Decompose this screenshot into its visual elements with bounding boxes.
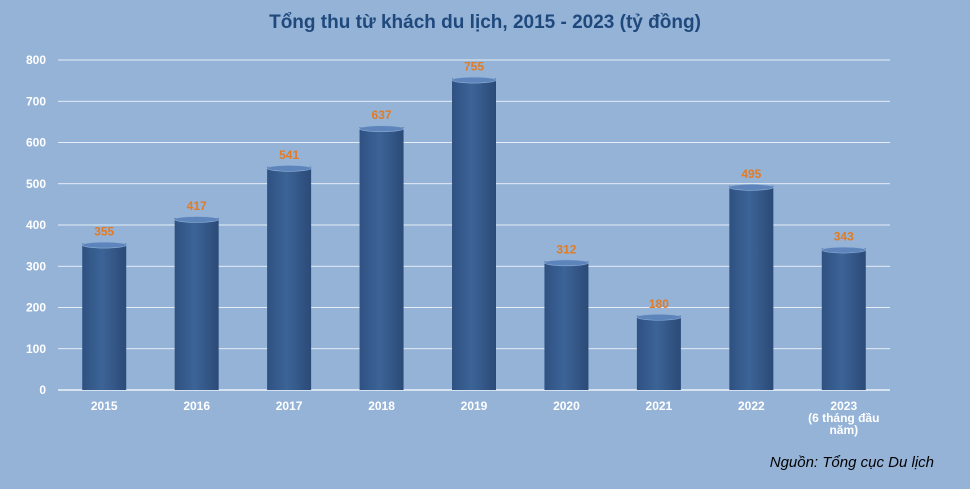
bar-top-cap xyxy=(359,125,404,133)
data-label: 312 xyxy=(556,242,576,256)
bar xyxy=(729,185,774,390)
x-tick-label: 2015 xyxy=(91,399,118,413)
bar-top-cap xyxy=(81,241,127,249)
y-tick-label: 500 xyxy=(26,177,46,191)
data-label: 541 xyxy=(279,148,299,162)
bar xyxy=(174,217,219,390)
data-label: 495 xyxy=(741,167,761,181)
x-tick-label: 2018 xyxy=(368,399,395,413)
bar-top-cap xyxy=(174,216,219,223)
bar-top-cap xyxy=(266,165,312,172)
y-tick-label: 700 xyxy=(26,94,46,108)
x-tick-label: 2019 xyxy=(461,399,488,413)
bar-top-cap xyxy=(544,259,589,267)
data-label: 343 xyxy=(834,230,854,244)
data-label: 355 xyxy=(94,225,114,239)
y-tick-label: 100 xyxy=(26,342,46,356)
source-note: Nguồn: Tổng cục Du lịch xyxy=(769,454,934,471)
y-tick-label: 200 xyxy=(26,301,46,315)
bar xyxy=(267,166,312,390)
bar-top-cap xyxy=(821,246,867,254)
y-tick-label: 0 xyxy=(39,383,46,397)
bar-top-cap xyxy=(636,313,682,321)
bar-top-cap xyxy=(451,76,497,84)
x-tick-label: 2023 (6 tháng đầu năm) xyxy=(808,399,879,437)
x-tick-label: 2020 xyxy=(553,399,580,413)
data-label: 180 xyxy=(649,297,669,311)
chart-title: Tổng thu từ khách du lịch, 2015 - 2023 (… xyxy=(269,12,701,33)
x-tick-label: 2016 xyxy=(183,399,210,413)
bar xyxy=(82,243,127,390)
x-tick-label: 2017 xyxy=(276,399,303,413)
bar xyxy=(544,261,589,390)
data-label: 417 xyxy=(187,199,207,213)
y-tick-label: 300 xyxy=(26,259,46,273)
x-tick-label: 2021 xyxy=(646,399,673,413)
y-tick-label: 400 xyxy=(26,218,46,232)
data-label: 755 xyxy=(464,60,484,74)
x-tick-label: 2022 xyxy=(738,399,765,413)
y-tick-label: 800 xyxy=(26,53,46,67)
bar xyxy=(636,315,681,390)
y-tick-label: 600 xyxy=(26,136,46,150)
bar xyxy=(821,248,866,390)
bar xyxy=(359,127,404,391)
data-label: 637 xyxy=(372,108,392,122)
bar-top-cap xyxy=(729,184,774,191)
bar xyxy=(452,78,496,390)
